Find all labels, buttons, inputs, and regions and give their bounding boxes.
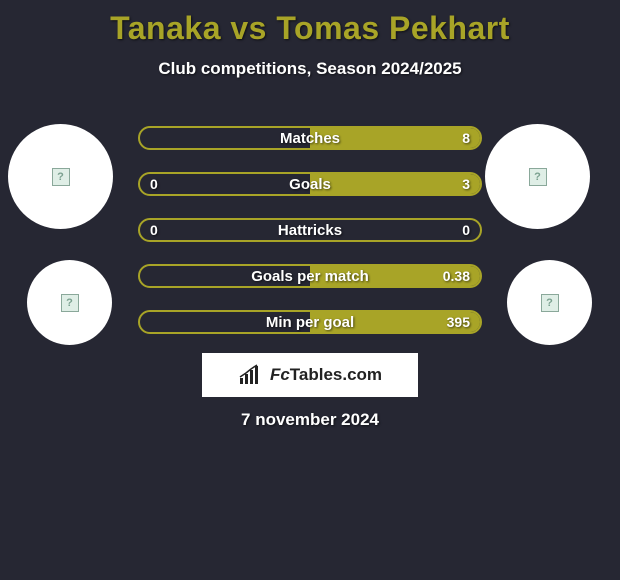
player2-avatar <box>485 124 590 229</box>
image-placeholder-icon <box>61 294 79 312</box>
stat-label: Min per goal <box>140 312 480 332</box>
chart-icon <box>238 364 264 386</box>
page-title: Tanaka vs Tomas Pekhart <box>0 0 620 47</box>
image-placeholder-icon <box>529 168 547 186</box>
image-placeholder-icon <box>541 294 559 312</box>
brand-attribution: FcTables.com <box>202 353 418 397</box>
stat-value-right: 0.38 <box>443 266 470 286</box>
stat-label: Goals <box>140 174 480 194</box>
stat-value-right: 8 <box>462 128 470 148</box>
stat-row: 0 Hattricks 0 <box>138 218 482 242</box>
team1-avatar <box>27 260 112 345</box>
player1-avatar <box>8 124 113 229</box>
stat-value-right: 0 <box>462 220 470 240</box>
subtitle: Club competitions, Season 2024/2025 <box>0 59 620 79</box>
stat-value-right: 395 <box>447 312 470 332</box>
image-placeholder-icon <box>52 168 70 186</box>
stat-label: Matches <box>140 128 480 148</box>
stat-label: Hattricks <box>140 220 480 240</box>
brand-text: FcTables.com <box>270 365 382 385</box>
stat-row: Goals per match 0.38 <box>138 264 482 288</box>
stat-row: Min per goal 395 <box>138 310 482 334</box>
stat-row: 0 Goals 3 <box>138 172 482 196</box>
stat-value-right: 3 <box>462 174 470 194</box>
stats-bars: Matches 8 0 Goals 3 0 Hattricks 0 Goals … <box>138 126 482 356</box>
stat-row: Matches 8 <box>138 126 482 150</box>
date-label: 7 november 2024 <box>0 410 620 430</box>
team2-avatar <box>507 260 592 345</box>
stat-label: Goals per match <box>140 266 480 286</box>
